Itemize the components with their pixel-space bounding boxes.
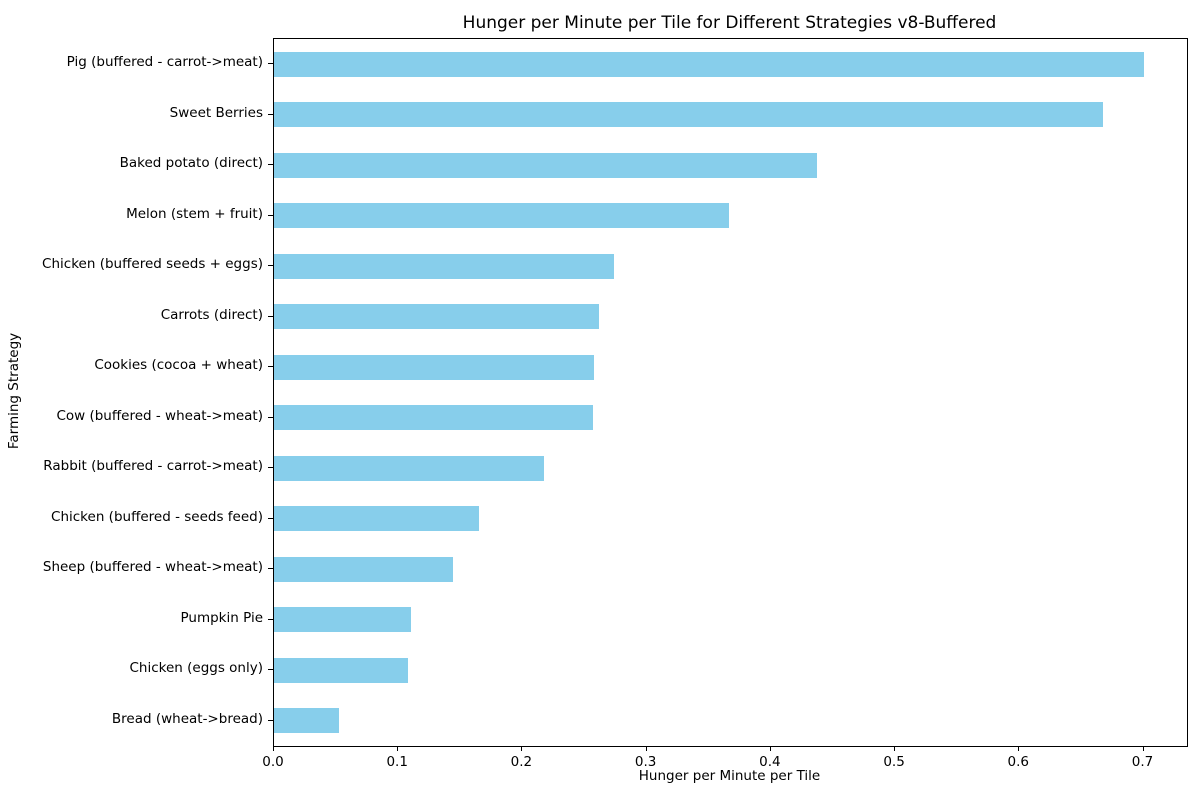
x-tick-mark: [646, 746, 647, 751]
y-axis-label: Farming Strategy: [6, 332, 22, 450]
x-tick-mark: [1018, 746, 1019, 751]
y-tick-mark: [268, 720, 273, 721]
y-tick-label: Rabbit (buffered - carrot->meat): [43, 458, 263, 475]
y-tick-label: Sheep (buffered - wheat->meat): [42, 559, 263, 576]
y-tick-label: Pig (buffered - carrot->meat): [66, 54, 263, 71]
y-tick-label: Bread (wheat->bread): [111, 710, 263, 727]
y-tick-label: Cow (buffered - wheat->meat): [56, 407, 263, 424]
y-tick-mark: [268, 114, 273, 115]
y-tick-mark: [268, 164, 273, 165]
x-tick-label: 0.3: [634, 754, 657, 770]
y-tick-mark: [268, 467, 273, 468]
bar-baked-potato-direct: [274, 152, 817, 178]
x-tick-label: 0.4: [759, 754, 781, 770]
bar-sweet-berries: [274, 102, 1103, 128]
x-tick-label: 0.2: [510, 754, 533, 770]
x-tick-mark: [397, 746, 398, 751]
y-tick-label: Chicken (buffered - seeds feed): [51, 508, 263, 525]
y-tick-mark: [268, 619, 273, 620]
y-tick-label: Cookies (cocoa + wheat): [94, 357, 263, 374]
y-tick-mark: [268, 316, 273, 317]
plot-area: [273, 38, 1188, 747]
bar-cow-buffered-wheat-meat: [274, 405, 594, 431]
y-tick-mark: [268, 568, 273, 569]
bar-bread-wheat-bread: [274, 708, 339, 734]
bar-sheep-buffered-wheat-meat: [274, 556, 453, 582]
bar-carrots-direct: [274, 304, 600, 330]
y-tick-label: Melon (stem + fruit): [126, 205, 263, 222]
chart-title: Hunger per Minute per Tile for Different…: [462, 13, 997, 33]
x-tick-mark: [273, 746, 274, 751]
bar-melon-stem-fruit: [274, 203, 729, 229]
bar-rabbit-buffered-carrot-meat: [274, 455, 544, 481]
y-tick-mark: [268, 669, 273, 670]
x-tick-label: 0.1: [386, 754, 408, 770]
y-tick-mark: [268, 265, 273, 266]
y-tick-label: Chicken (eggs only): [129, 660, 263, 677]
x-tick-mark: [521, 746, 522, 751]
x-tick-mark: [1143, 746, 1144, 751]
x-tick-mark: [770, 746, 771, 751]
y-tick-mark: [268, 215, 273, 216]
bar-pig-buffered-carrot-meat: [274, 51, 1144, 77]
bar-chicken-buffered-seeds-feed: [274, 506, 479, 532]
x-tick-label: 0.0: [262, 754, 284, 770]
y-tick-label: Carrots (direct): [160, 306, 263, 323]
y-tick-mark: [268, 366, 273, 367]
bar-chicken-buffered-seeds-eggs: [274, 253, 615, 279]
x-tick-label: 0.7: [1131, 754, 1154, 770]
y-tick-label: Pumpkin Pie: [180, 609, 264, 626]
x-axis-label: Hunger per Minute per Tile: [638, 768, 821, 784]
bar-pumpkin-pie: [274, 607, 411, 633]
y-tick-mark: [268, 63, 273, 64]
x-tick-mark: [894, 746, 895, 751]
y-tick-label: Baked potato (direct): [119, 155, 263, 172]
y-tick-mark: [268, 417, 273, 418]
bar-cookies-cocoa-wheat: [274, 354, 595, 380]
y-tick-label: Chicken (buffered seeds + eggs): [42, 256, 263, 273]
x-tick-label: 0.6: [1007, 754, 1030, 770]
y-tick-mark: [268, 518, 273, 519]
y-tick-label: Sweet Berries: [169, 104, 263, 121]
bar-chicken-eggs-only: [274, 657, 409, 683]
x-tick-label: 0.5: [883, 754, 905, 770]
